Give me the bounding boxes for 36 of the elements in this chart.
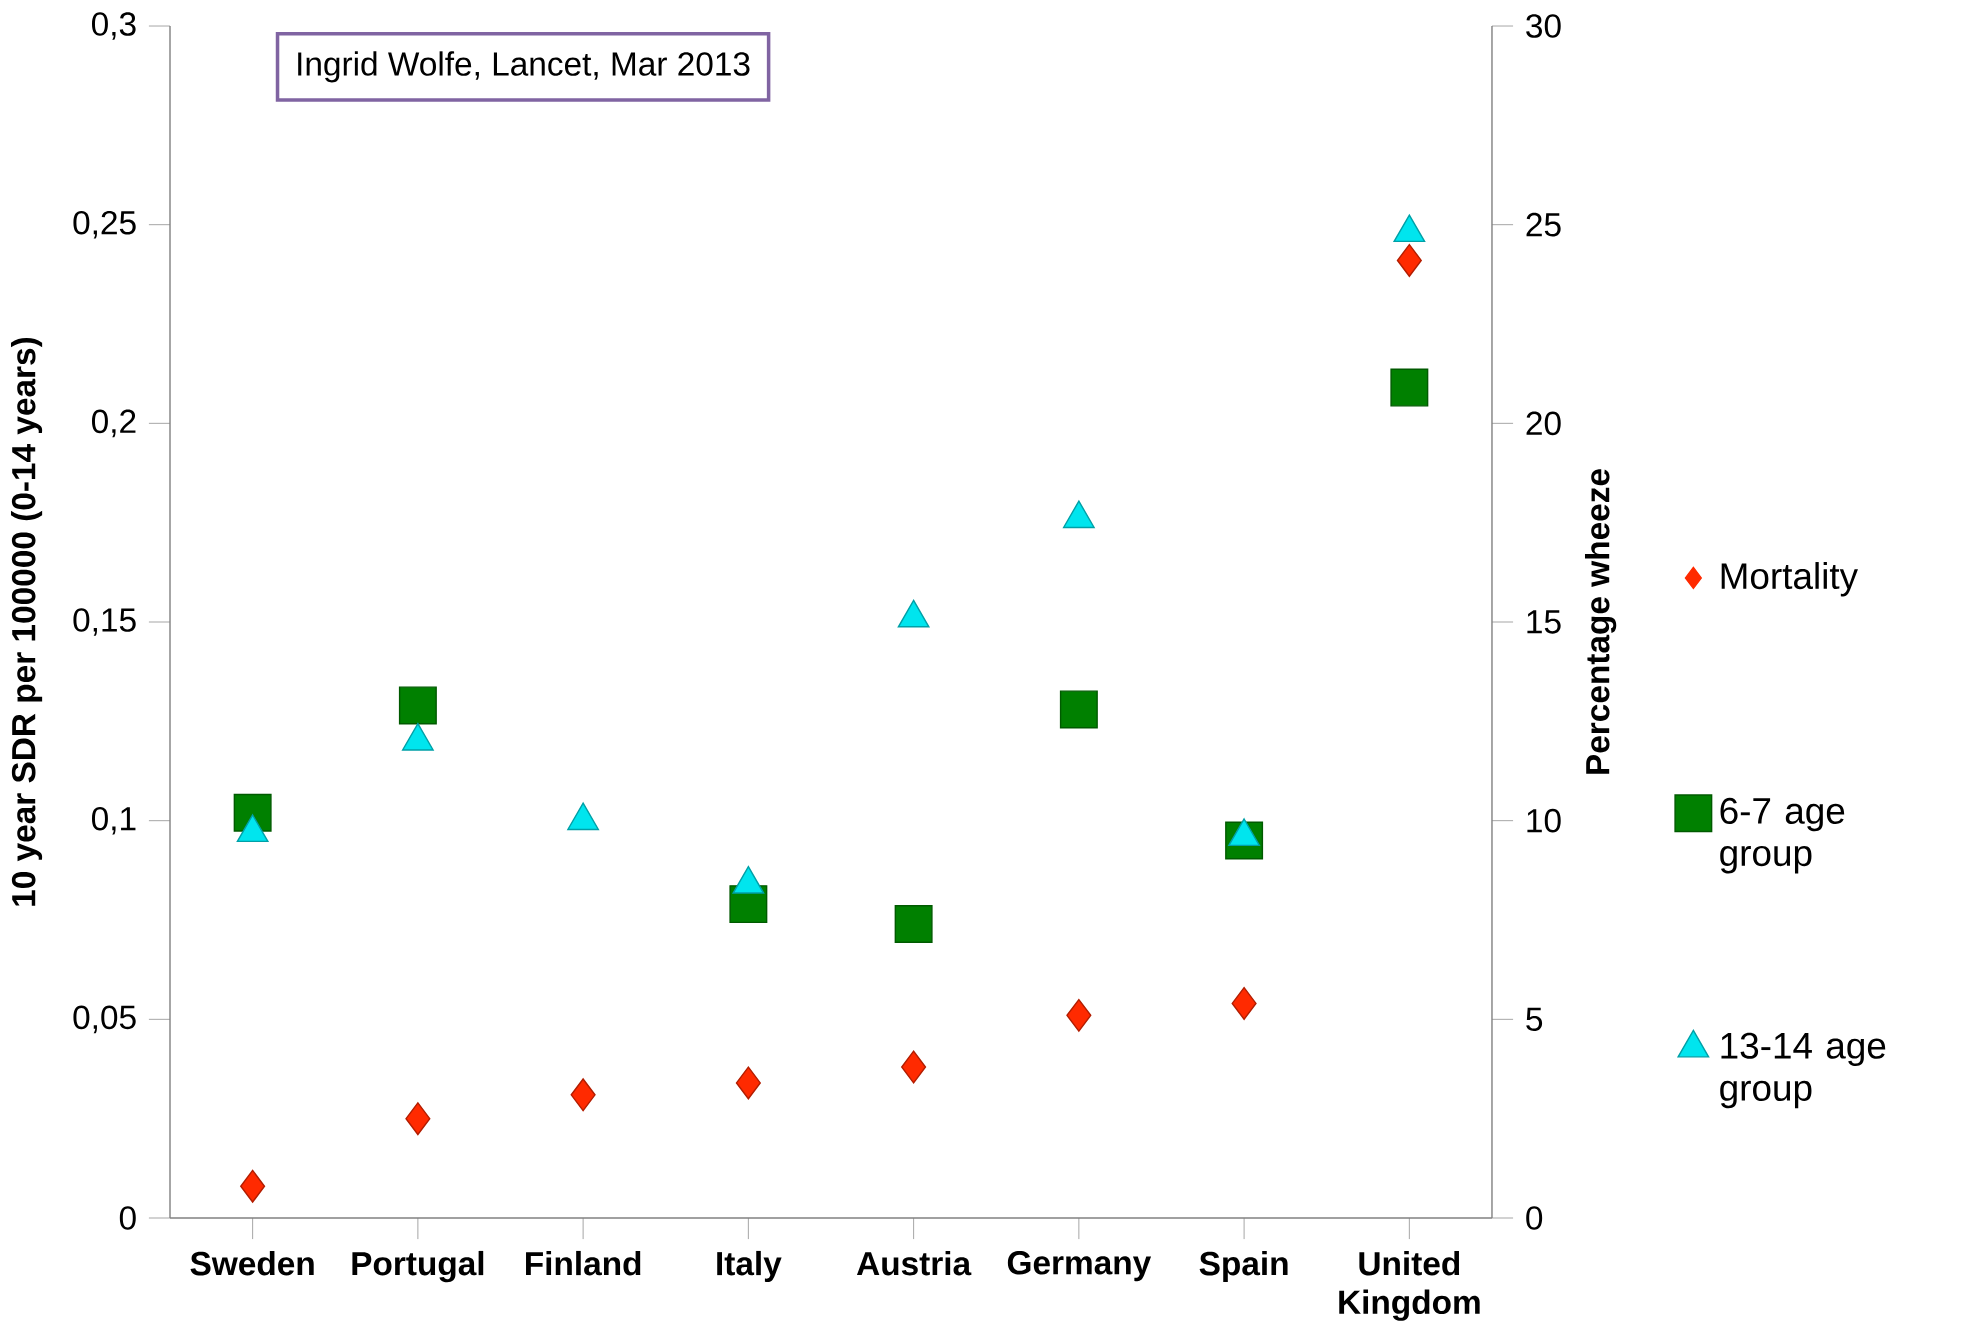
y2-tick-label: 20	[1526, 411, 1561, 436]
legend-label: 13-14 age group	[1720, 1032, 1886, 1109]
point	[1066, 998, 1092, 1032]
y2-tick-label: 15	[1527, 610, 1561, 634]
point	[735, 1066, 761, 1100]
x-tick-label: Italy	[717, 1250, 782, 1283]
y2-tick-label: 10	[1527, 808, 1561, 833]
point	[1396, 243, 1422, 277]
legend-label: Mortality	[1721, 562, 1858, 597]
x-tick-label: Sweden	[190, 1250, 314, 1276]
y-tick-label: 0,1	[92, 806, 136, 835]
y2-tick-label: 0	[1526, 1206, 1543, 1230]
x-tick-label: Finland	[526, 1250, 641, 1276]
y2-tick-label: 5	[1526, 1007, 1543, 1031]
y2-axis-title: Percentage wheeze	[1584, 469, 1617, 774]
y2-tick-label: 30	[1526, 14, 1561, 38]
y-axis-title: 10 year SDR per 100000 (0-14 years)	[10, 337, 43, 906]
y-tick-label: 0	[119, 1206, 136, 1230]
x-tick-label: Austria	[856, 1250, 972, 1276]
y-tick-label: 0,2	[92, 409, 136, 438]
annotation: Ingrid Wolfe, Lancet, Mar 2013	[298, 51, 750, 83]
y2-tick-label: 25	[1526, 212, 1561, 237]
legend-label: 6-7 age group	[1720, 797, 1845, 874]
y-tick-label: 0,15	[73, 608, 136, 636]
point	[1231, 986, 1257, 1020]
x-tick-label: Germany	[1007, 1250, 1152, 1282]
y-tick-label: 0,3	[92, 12, 136, 40]
point	[405, 1102, 431, 1136]
x-tick-label: United Kingdom	[1339, 1250, 1480, 1321]
point	[240, 1169, 266, 1203]
x-tick-label: Portugal	[352, 1250, 484, 1283]
y-tick-label: 0,05	[73, 1005, 136, 1034]
y-tick-label: 0,25	[73, 210, 136, 239]
point	[570, 1078, 596, 1112]
x-tick-label: Spain	[1199, 1250, 1288, 1283]
point	[901, 1050, 927, 1084]
